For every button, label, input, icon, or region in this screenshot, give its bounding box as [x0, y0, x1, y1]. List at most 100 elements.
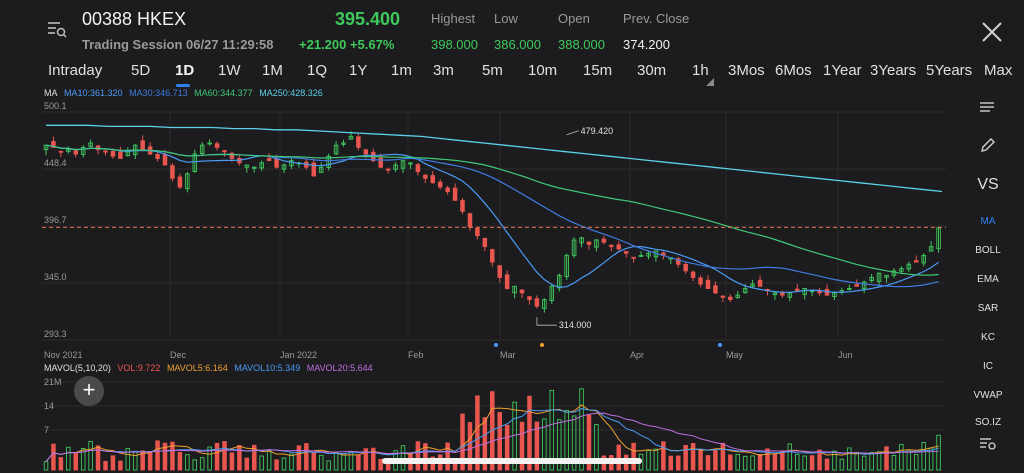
volume-bar: [229, 452, 235, 471]
candle: [95, 145, 101, 151]
event-dot: [540, 343, 544, 347]
volume-tick-label: 21M: [44, 377, 62, 387]
tab-5years[interactable]: 5Years: [926, 62, 973, 79]
stat-label-low: Low: [494, 11, 518, 26]
sidebar-sar[interactable]: SAR: [977, 303, 999, 314]
candle: [542, 299, 547, 309]
tab-15min[interactable]: 15m: [583, 62, 613, 79]
volume-bar: [95, 445, 101, 471]
candle: [772, 292, 778, 296]
volume-bar: [259, 455, 264, 471]
stat-value-highest: 398.000: [431, 37, 478, 52]
candle: [906, 263, 912, 270]
sidebar-ic[interactable]: IC: [983, 361, 993, 372]
stat-value-low: 386.000: [494, 37, 541, 52]
candle: [623, 251, 629, 254]
quote-header: 00388 HKEX Trading Session 06/27 11:29:5…: [0, 0, 1024, 58]
candle: [385, 168, 391, 171]
volume-bar: [73, 451, 79, 471]
candle: [787, 292, 793, 298]
candle: [497, 265, 502, 278]
volume-bar: [192, 459, 198, 471]
candle: [705, 279, 711, 289]
tab-10min[interactable]: 10m: [528, 62, 558, 79]
stat-value-open: 388.000: [558, 37, 605, 52]
tab-1q[interactable]: 1Q: [307, 62, 328, 79]
close-icon[interactable]: [978, 18, 1006, 46]
volume-bar: [162, 442, 168, 471]
period-tabs: Intraday 5D 1D 1W 1M 1Q 1Y 1m 3m 5m 10m …: [0, 58, 1024, 86]
volume-bar: [839, 458, 845, 471]
volume-bar: [147, 451, 153, 471]
volume-bar: [824, 458, 830, 471]
sidebar-ma[interactable]: MA: [980, 216, 996, 227]
volume-bar: [244, 457, 250, 471]
candle: [192, 153, 198, 173]
candle: [252, 166, 257, 169]
candle: [861, 281, 867, 290]
tab-5min[interactable]: 5m: [482, 62, 503, 79]
sidebar-boll[interactable]: BOLL: [975, 245, 1001, 256]
sidebar-vwap[interactable]: VWAP: [973, 390, 1003, 401]
candle: [289, 160, 294, 167]
sidebar-kc[interactable]: KC: [981, 332, 995, 343]
mavol20-value: MAVOL20:5.644: [306, 363, 373, 373]
tab-1min[interactable]: 1m: [391, 62, 412, 79]
list-search-icon[interactable]: [979, 436, 997, 452]
volume-bar: [58, 457, 64, 471]
candle: [735, 294, 740, 298]
ma-legend: MA MA10:361.320 MA30:346.713 MA60:344.37…: [44, 88, 327, 98]
tab-3min[interactable]: 3m: [433, 62, 454, 79]
volume-bar: [467, 422, 473, 471]
volume-bar: [549, 389, 555, 471]
sidebar-ema[interactable]: EMA: [977, 274, 999, 285]
y-tick-label: 396.7: [44, 215, 67, 225]
home-indicator[interactable]: [382, 458, 642, 464]
tab-1m-month[interactable]: 1M: [262, 62, 283, 79]
candle: [534, 298, 540, 307]
mavol5-value: MAVOL5:6.164: [166, 363, 228, 373]
volume-bar: [913, 454, 919, 471]
volume-chart[interactable]: 21M 14 7: [0, 374, 966, 473]
candle: [400, 160, 406, 169]
list-search-icon[interactable]: [46, 18, 68, 40]
candle: [222, 150, 227, 153]
volume-bar: [802, 455, 807, 471]
last-price: 395.400: [335, 9, 401, 29]
volume-bar: [683, 444, 688, 471]
tab-1d[interactable]: 1D: [175, 62, 195, 79]
volume-bar: [661, 441, 666, 471]
tab-30min[interactable]: 30m: [637, 62, 667, 79]
price-change: +21.200 +5.67%: [299, 37, 395, 52]
candle: [356, 136, 361, 148]
volume-bar: [891, 455, 897, 471]
price-chart[interactable]: 500.1 448.4 396.7 345.0 293.3 Nov 2021 Dec Jan …: [0, 100, 966, 362]
list-icon[interactable]: [978, 100, 996, 116]
volume-bar: [177, 451, 183, 471]
candle: [921, 254, 926, 264]
tab-3years[interactable]: 3Years: [870, 62, 917, 79]
sidebar-soiz[interactable]: SO.IZ: [974, 417, 1002, 427]
volume-bar: [66, 446, 71, 471]
volume-bar: [705, 455, 711, 471]
tab-intraday[interactable]: Intraday: [48, 62, 103, 79]
volume-bar: [616, 444, 621, 471]
candle: [564, 254, 569, 277]
tab-6mos[interactable]: 6Mos: [775, 62, 812, 79]
tab-5d[interactable]: 5D: [131, 62, 151, 79]
volume-bar: [400, 445, 406, 471]
tab-1y[interactable]: 1Y: [349, 62, 368, 79]
volume-bar: [631, 442, 636, 471]
pencil-icon[interactable]: [979, 136, 997, 154]
ma60-line: [45, 144, 939, 276]
tab-3mos[interactable]: 3Mos: [728, 62, 765, 79]
tab-1h[interactable]: 1h: [692, 62, 709, 79]
mavol10-value: MAVOL10:5.349: [234, 363, 301, 373]
tab-1year[interactable]: 1Year: [823, 62, 862, 79]
tab-max[interactable]: Max: [984, 62, 1013, 79]
candle: [571, 239, 577, 256]
tab-1w[interactable]: 1W: [218, 62, 241, 79]
sidebar-vs[interactable]: VS: [977, 176, 999, 193]
add-indicator-button[interactable]: +: [74, 376, 104, 406]
volume-bar: [214, 442, 220, 471]
